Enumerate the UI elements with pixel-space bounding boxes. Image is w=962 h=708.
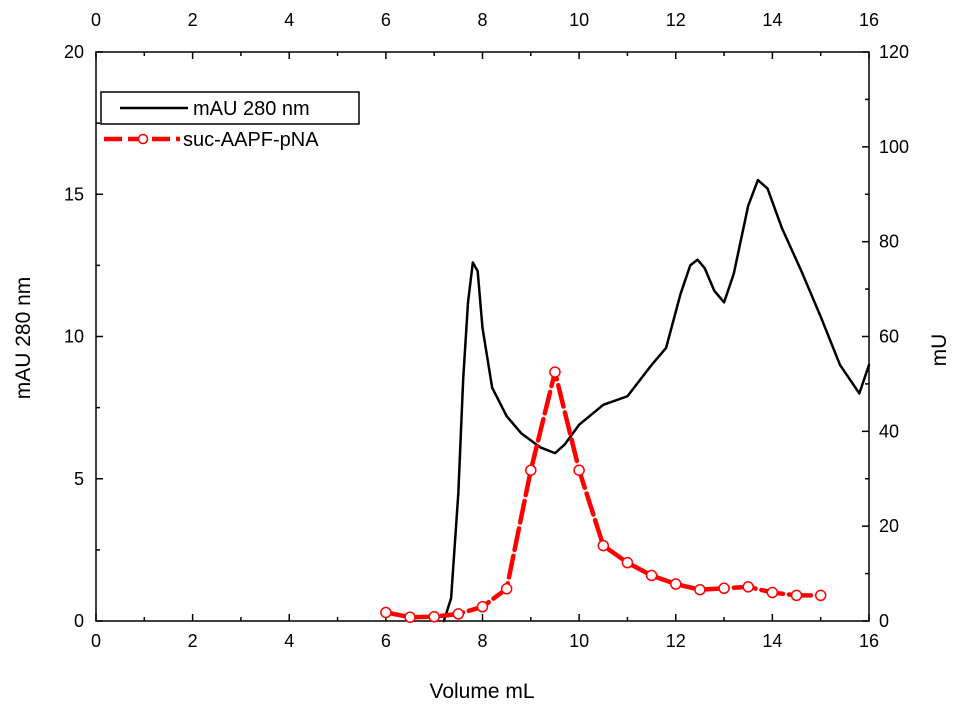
- suc-aapf-pna-point: [525, 464, 537, 476]
- x-tick-label-top: 16: [859, 10, 879, 30]
- x-tick-label-top: 12: [666, 10, 686, 30]
- suc-aapf-pna-point: [428, 610, 440, 623]
- x-tick-label-top: 4: [284, 10, 294, 30]
- suc-aapf-pna-point: [549, 366, 561, 378]
- y-left-tick-label: 5: [74, 469, 84, 489]
- y-left-tick-label: 10: [64, 327, 84, 347]
- suc-aapf-pna-point: [573, 464, 585, 476]
- axis-tick-labels: 0022446688101012121414161605101520020406…: [64, 10, 909, 651]
- y-right-tick-label: 40: [879, 421, 899, 441]
- suc-aapf-pna-point: [597, 539, 610, 552]
- suc-aapf-pna-point: [766, 586, 779, 599]
- x-axis-title: Volume mL: [429, 680, 534, 703]
- suc-aapf-pna-point: [452, 608, 465, 620]
- x-tick-label-top: 8: [477, 10, 487, 30]
- suc-aapf-pna-point: [742, 581, 754, 593]
- x-tick-label-bottom: 14: [762, 631, 782, 651]
- y-left-tick-label: 20: [64, 42, 84, 62]
- y-axis-left-title: mAU 280 nm: [12, 277, 35, 400]
- series-layer: [380, 178, 871, 623]
- y-axis-right-title: mU: [928, 334, 951, 367]
- suc-aapf-pna-point: [670, 578, 682, 590]
- x-tick-label-top: 6: [381, 10, 391, 30]
- legend-marker-substrate: [137, 133, 149, 145]
- x-tick-label-bottom: 12: [666, 631, 686, 651]
- x-tick-label-bottom: 4: [284, 631, 294, 651]
- suc-aapf-pna-point: [814, 589, 827, 602]
- legend: mAU 280 nm suc-AAPF-pNA: [100, 91, 360, 151]
- x-tick-label-bottom: 2: [188, 631, 198, 651]
- x-tick-label-bottom: 16: [859, 631, 879, 651]
- x-tick-label-top: 10: [569, 10, 589, 30]
- x-tick-label-bottom: 8: [477, 631, 487, 651]
- mau-280-line: [442, 178, 871, 623]
- y-right-tick-label: 100: [879, 137, 909, 157]
- suc-aapf-pna-point: [380, 606, 392, 619]
- x-tick-label-top: 0: [91, 10, 101, 30]
- y-right-tick-label: 80: [879, 232, 899, 252]
- x-tick-label-bottom: 0: [91, 631, 101, 651]
- suc-aapf-pna-point: [621, 556, 634, 569]
- y-right-tick-label: 60: [879, 327, 899, 347]
- y-right-tick-label: 0: [879, 611, 889, 631]
- x-tick-label-bottom: 10: [569, 631, 589, 651]
- suc-aapf-pna-point: [500, 583, 513, 595]
- suc-aapf-pna-point: [645, 569, 658, 582]
- suc-aapf-pna-point: [718, 582, 730, 595]
- suc-aapf-pna-point: [694, 583, 706, 596]
- x-tick-label-top: 14: [762, 10, 782, 30]
- y-right-tick-label: 120: [879, 42, 909, 62]
- x-tick-label-bottom: 6: [381, 631, 391, 651]
- suc-aapf-pna-point: [476, 601, 489, 613]
- suc-aapf-pna-point: [790, 589, 803, 602]
- x-tick-label-top: 2: [188, 10, 198, 30]
- y-left-tick-label: 15: [64, 184, 84, 204]
- legend-label-substrate: suc-AAPF-pNA: [183, 129, 319, 151]
- y-right-tick-label: 20: [879, 516, 899, 536]
- suc-aapf-pna-point: [404, 611, 416, 623]
- y-left-tick-label: 0: [74, 611, 84, 631]
- legend-label-mau: mAU 280 nm: [193, 98, 310, 120]
